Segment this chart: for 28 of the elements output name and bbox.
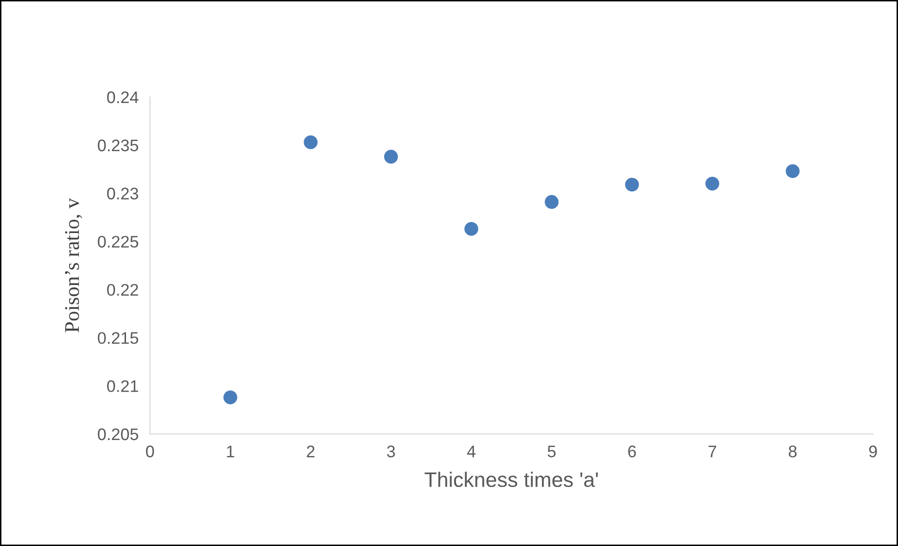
- x-tick-label: 4: [467, 446, 476, 458]
- x-tick-label: 3: [387, 446, 395, 458]
- y-tick-label: 0.215: [98, 332, 138, 344]
- y-tick-label: 0.23: [107, 188, 138, 200]
- point: [786, 164, 800, 178]
- x-axis-title: Thickness times 'a': [424, 472, 598, 488]
- point: [223, 390, 238, 404]
- y-tick-label: 0.24: [107, 91, 138, 104]
- y-tick-label: 0.235: [98, 140, 138, 152]
- point: [464, 222, 478, 236]
- y-tick-label: 0.22: [107, 284, 138, 296]
- y-tick-label: 0.225: [98, 236, 138, 248]
- y-axis-title: Poison’s ratio, v: [65, 198, 82, 332]
- point: [625, 178, 639, 192]
- y-tick-label: 0.21: [107, 380, 138, 392]
- x-tick-label: 6: [628, 446, 636, 458]
- x-tick-label: 5: [548, 446, 556, 458]
- point: [304, 135, 318, 150]
- x-tick-label: 9: [869, 446, 877, 458]
- y-tick-label: 0.205: [98, 428, 138, 440]
- x-tick-label: 1: [226, 446, 234, 458]
- point: [384, 150, 398, 164]
- x-tick-label: 8: [788, 446, 797, 458]
- x-tick-label: 2: [306, 446, 314, 458]
- x-tick-label: 7: [708, 446, 716, 458]
- point: [544, 195, 559, 209]
- x-tick-label: 0: [146, 446, 154, 458]
- point: [705, 176, 720, 191]
